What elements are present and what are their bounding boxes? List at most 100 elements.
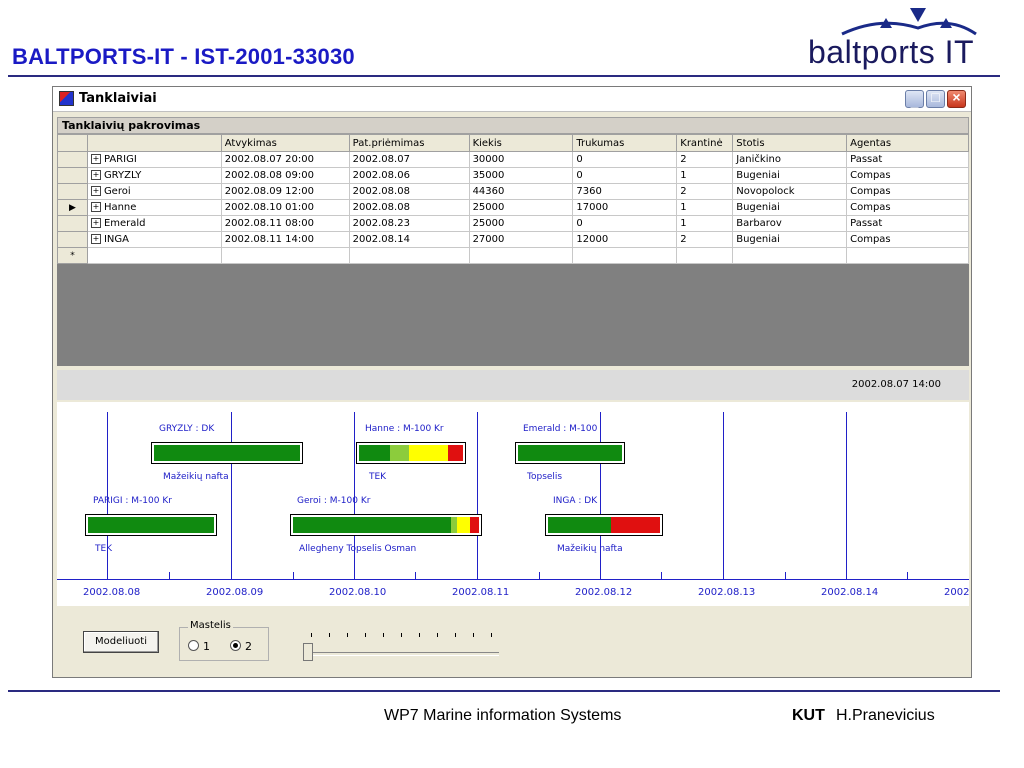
vessel-bar[interactable] (356, 442, 466, 464)
cell[interactable]: 2002.08.10 01:00 (220, 199, 350, 216)
cell[interactable] (220, 247, 350, 264)
column-header[interactable]: Trukumas (572, 134, 678, 152)
vessel-bar[interactable] (151, 442, 303, 464)
cell[interactable]: Barbarov (732, 215, 848, 232)
cell-name[interactable]: + Geroi (86, 183, 222, 200)
cell[interactable]: 0 (572, 167, 678, 184)
cell[interactable]: 30000 (468, 151, 574, 168)
cell[interactable]: Janičkino (732, 151, 848, 168)
cell[interactable]: Novopolock (732, 183, 848, 200)
table-row[interactable]: + GRYZLY 2002.08.08 09:00 2002.08.06 3500… (57, 167, 969, 184)
cell[interactable]: Bugeniai (732, 231, 848, 248)
column-header[interactable]: Kiekis (468, 134, 574, 152)
cell[interactable]: 7360 (572, 183, 678, 200)
cell[interactable]: 2 (676, 183, 734, 200)
cell[interactable]: 25000 (468, 199, 574, 216)
table-row[interactable]: + PARIGI 2002.08.07 20:00 2002.08.07 3000… (57, 151, 969, 168)
row-selector[interactable] (57, 215, 88, 232)
cell[interactable]: 2 (676, 231, 734, 248)
column-header[interactable]: Atvykimas (220, 134, 350, 152)
column-header[interactable]: Stotis (732, 134, 848, 152)
tanker-grid[interactable]: Atvykimas Pat.priėmimas Kiekis Trukumas … (57, 134, 969, 366)
cell[interactable]: Compas (846, 231, 969, 248)
cell[interactable] (86, 247, 222, 264)
cell[interactable]: 2002.08.11 14:00 (220, 231, 350, 248)
minimize-button[interactable]: _ (905, 90, 924, 109)
cell[interactable]: 27000 (468, 231, 574, 248)
scale-radio-2[interactable]: 2 (230, 640, 252, 653)
vessel-bar[interactable] (545, 514, 663, 536)
cell-name[interactable]: + Emerald (86, 215, 222, 232)
cell[interactable]: Compas (846, 183, 969, 200)
cell[interactable]: 2002.08.07 20:00 (220, 151, 350, 168)
cell[interactable]: 2002.08.06 (348, 167, 470, 184)
cell[interactable]: Passat (846, 215, 969, 232)
cell-name[interactable]: + GRYZLY (86, 167, 222, 184)
cell[interactable] (572, 247, 678, 264)
row-selector[interactable] (57, 231, 88, 248)
new-row[interactable]: * (57, 247, 969, 264)
cell[interactable]: 1 (676, 215, 734, 232)
new-row-marker-icon[interactable]: * (57, 247, 88, 264)
cell[interactable]: 2002.08.14 (348, 231, 470, 248)
table-row[interactable]: + Geroi 2002.08.09 12:00 2002.08.08 44360… (57, 183, 969, 200)
cell[interactable]: Compas (846, 199, 969, 216)
cell[interactable]: 2002.08.09 12:00 (220, 183, 350, 200)
cell[interactable]: 2002.08.11 08:00 (220, 215, 350, 232)
zoom-slider-thumb[interactable] (303, 643, 313, 661)
cell[interactable]: 0 (572, 215, 678, 232)
row-selector[interactable] (57, 167, 88, 184)
vessel-bar[interactable] (85, 514, 217, 536)
cell[interactable] (468, 247, 574, 264)
cell[interactable]: 12000 (572, 231, 678, 248)
expand-icon[interactable]: + (90, 218, 101, 228)
expand-icon[interactable]: + (90, 186, 101, 196)
row-selector[interactable] (57, 183, 88, 200)
cell[interactable]: 2002.08.23 (348, 215, 470, 232)
expand-icon[interactable]: + (90, 234, 101, 244)
cell[interactable]: 0 (572, 151, 678, 168)
cell[interactable]: 44360 (468, 183, 574, 200)
cell[interactable]: 2 (676, 151, 734, 168)
cell[interactable]: Bugeniai (732, 167, 848, 184)
close-button[interactable]: × (947, 89, 966, 108)
cell-name[interactable]: + INGA (86, 231, 222, 248)
berth-timeline[interactable]: GRYZLY : DK Mažeikių nafta Hanne : M-100… (57, 402, 969, 606)
cell[interactable]: 2002.08.08 (348, 199, 470, 216)
cell[interactable]: Bugeniai (732, 199, 848, 216)
vessel-bar[interactable] (515, 442, 625, 464)
cell[interactable]: Passat (846, 151, 969, 168)
cell[interactable] (676, 247, 734, 264)
zoom-slider-track[interactable] (303, 652, 499, 656)
expand-icon[interactable]: + (90, 154, 101, 164)
row-selector[interactable] (57, 151, 88, 168)
window-titlebar[interactable]: Tanklaiviai _ □ × (53, 87, 971, 112)
cell[interactable]: 2002.08.08 (348, 183, 470, 200)
row-selector-current[interactable]: ▶ (57, 199, 88, 216)
expand-icon[interactable]: + (90, 170, 101, 180)
cell[interactable]: 25000 (468, 215, 574, 232)
cell-name[interactable]: + PARIGI (86, 151, 222, 168)
column-header[interactable]: Agentas (846, 134, 969, 152)
cell[interactable]: 2002.08.07 (348, 151, 470, 168)
cell[interactable]: 17000 (572, 199, 678, 216)
cell[interactable]: 1 (676, 167, 734, 184)
vessel-bar[interactable] (290, 514, 482, 536)
table-row-current[interactable]: ▶ + Hanne 2002.08.10 01:00 2002.08.08 250… (57, 199, 969, 216)
cell[interactable] (348, 247, 470, 264)
scale-radio-1[interactable]: 1 (188, 640, 210, 653)
column-header[interactable]: Krantinė (676, 134, 734, 152)
cell[interactable]: 2002.08.08 09:00 (220, 167, 350, 184)
table-row[interactable]: + Emerald 2002.08.11 08:00 2002.08.23 250… (57, 215, 969, 232)
cell-name[interactable]: + Hanne (86, 199, 222, 216)
column-header[interactable]: Pat.priėmimas (348, 134, 470, 152)
cell[interactable]: 35000 (468, 167, 574, 184)
cell[interactable]: 1 (676, 199, 734, 216)
model-button[interactable]: Modeliuoti (83, 631, 159, 653)
table-row[interactable]: + INGA 2002.08.11 14:00 2002.08.14 27000 … (57, 231, 969, 248)
maximize-button[interactable]: □ (926, 89, 945, 108)
cell[interactable] (846, 247, 969, 264)
cell[interactable]: Compas (846, 167, 969, 184)
cell[interactable] (732, 247, 848, 264)
column-header[interactable] (86, 134, 222, 152)
